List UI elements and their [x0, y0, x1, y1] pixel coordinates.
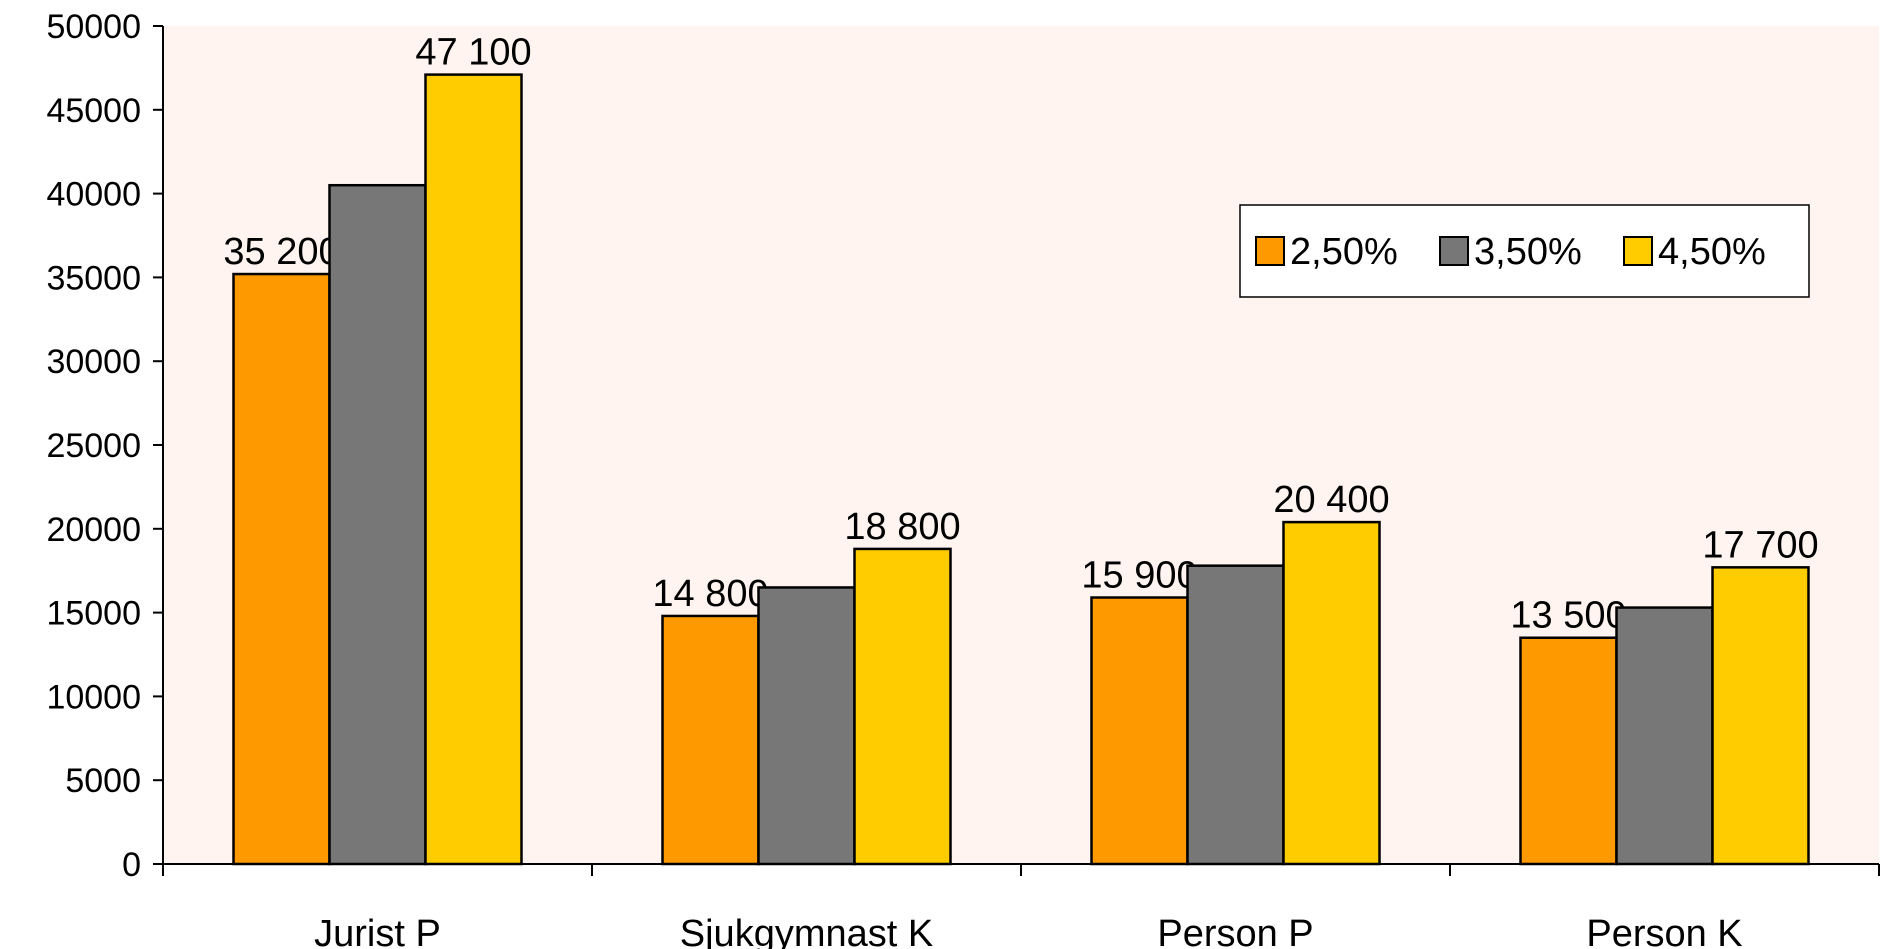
y-tick-label: 10000: [46, 678, 141, 716]
bar: [232, 272, 331, 866]
data-label: 14 800: [652, 573, 768, 615]
data-label: 13 500: [1510, 595, 1626, 637]
legend-swatch: [1439, 236, 1469, 266]
legend-swatch: [1255, 236, 1285, 266]
data-label: 20 400: [1273, 479, 1389, 521]
bar: [757, 586, 856, 866]
bar: [1615, 606, 1714, 866]
x-axis: Jurist P Sjukgymnast K Person P Person K: [162, 863, 1880, 949]
legend-swatch: [1623, 236, 1653, 266]
data-label: 35 200: [223, 231, 339, 273]
bar: [424, 73, 523, 866]
y-tick-label: 30000: [46, 343, 141, 381]
legend: 2,50% 3,50% 4,50%: [1239, 204, 1810, 298]
bar: [1282, 520, 1381, 866]
bars: 35 200 47 100 14 800 18 800 15 900 20 400 13 5…: [223, 32, 1819, 866]
y-tick-label: 45000: [46, 92, 141, 130]
y-tick-label: 5000: [65, 762, 141, 800]
category-label: Jurist P: [314, 913, 441, 949]
bar: [1186, 564, 1285, 866]
category-label: Person P: [1157, 913, 1313, 949]
y-tick-label: 40000: [46, 176, 141, 214]
y-tick-label: 50000: [46, 8, 141, 46]
data-label: 47 100: [415, 32, 531, 74]
bar: [1090, 596, 1189, 866]
y-tick-label: 35000: [46, 259, 141, 297]
category-label: Sjukgymnast K: [680, 913, 933, 949]
bar: [661, 614, 760, 866]
legend-box: [1239, 204, 1810, 298]
legend-label: 4,50%: [1658, 231, 1766, 273]
y-tick-label: 0: [122, 846, 141, 884]
legend-label: 2,50%: [1290, 231, 1398, 273]
bar: [853, 547, 952, 866]
bar: [1711, 566, 1810, 866]
data-label: 15 900: [1081, 555, 1197, 597]
data-label: 18 800: [844, 506, 960, 548]
bar: [1519, 636, 1618, 866]
y-tick-label: 15000: [46, 595, 141, 633]
legend-label: 3,50%: [1474, 231, 1582, 273]
y-tick-label: 25000: [46, 427, 141, 465]
category-label: Person K: [1586, 913, 1742, 949]
y-axis-ticks: 0 5000 10000 15000 20000 25000 30000 35000 40000…: [46, 8, 163, 884]
y-tick-label: 20000: [46, 511, 141, 549]
data-label: 17 700: [1702, 524, 1818, 566]
bar: [328, 183, 427, 866]
